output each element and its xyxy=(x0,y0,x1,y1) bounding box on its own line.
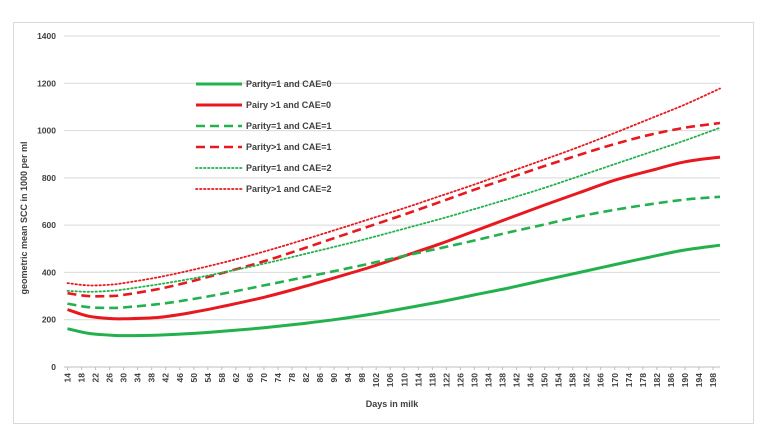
gridlines xyxy=(64,35,720,368)
y-tick-label: 800 xyxy=(42,173,56,183)
x-tick-label: 34 xyxy=(133,373,143,383)
x-tick-label: 150 xyxy=(540,373,550,387)
x-tick-label: 122 xyxy=(441,373,451,387)
y-tick-label: 1000 xyxy=(37,126,56,136)
legend-label-5: Parity=1 and CAE=2 xyxy=(246,163,332,173)
series-line-6 xyxy=(66,87,721,287)
x-tick-label: 86 xyxy=(315,373,325,383)
x-tick-label: 38 xyxy=(147,373,157,383)
x-tick-label: 174 xyxy=(624,373,634,387)
x-tick-label: 158 xyxy=(568,373,578,387)
x-tick-label: 134 xyxy=(483,373,493,387)
x-tick-label: 118 xyxy=(427,373,437,387)
x-tick-label: 170 xyxy=(610,373,620,387)
x-tick-label: 194 xyxy=(694,373,704,387)
x-tick-label: 138 xyxy=(498,373,508,387)
x-tick-label: 110 xyxy=(399,373,409,387)
legend-label-1: Parity=1 and CAE=0 xyxy=(246,79,332,89)
series-line-2 xyxy=(67,155,721,321)
x-tick-label: 58 xyxy=(217,373,227,383)
legend-label-6: Parity>1 and CAE=2 xyxy=(246,184,332,194)
legend-label-2: Pairy >1 and CAE=0 xyxy=(246,100,331,110)
x-tick-label: 162 xyxy=(582,373,592,387)
y-tick-label: 0 xyxy=(51,362,56,372)
x-tick-label: 66 xyxy=(245,373,255,383)
x-tick-label: 190 xyxy=(680,373,690,387)
x-tick-label: 14 xyxy=(63,373,73,383)
x-tick-label: 102 xyxy=(371,373,381,387)
series-line-3 xyxy=(67,195,721,310)
legend-label-3: Parity=1 and CAE=1 xyxy=(246,121,332,131)
y-tick-label: 1400 xyxy=(37,31,56,41)
x-tick-label: 166 xyxy=(596,373,606,387)
x-tick-label: 70 xyxy=(259,373,269,383)
y-axis-ticks: 0 200 400 600 800 1000 1200 1400 xyxy=(37,31,56,372)
x-tick-label: 142 xyxy=(512,373,522,387)
x-tick-label: 106 xyxy=(385,373,395,387)
x-tick-label: 186 xyxy=(666,373,676,387)
x-tick-label: 50 xyxy=(189,373,199,383)
x-tick-label: 74 xyxy=(273,373,283,383)
x-tick-label: 130 xyxy=(469,373,479,387)
x-tick-label: 178 xyxy=(638,373,648,387)
y-tick-label: 600 xyxy=(42,220,56,230)
x-tick-label: 98 xyxy=(357,373,367,383)
x-axis-title: Days in milk xyxy=(366,399,420,409)
x-tick-label: 82 xyxy=(301,373,311,383)
legend-label-4: Parity>1 and CAE=1 xyxy=(246,142,332,152)
series-line-4 xyxy=(67,121,721,298)
x-tick-label: 42 xyxy=(161,373,171,383)
x-tick-label: 46 xyxy=(175,373,185,383)
x-tick-label: 182 xyxy=(652,373,662,387)
x-tick-label: 94 xyxy=(343,373,353,383)
series-lines xyxy=(66,87,721,338)
x-tick-label: 54 xyxy=(203,373,213,383)
x-tick-label: 154 xyxy=(554,373,564,387)
y-axis-title: geometric mean SCC in 1000 per ml xyxy=(19,141,29,294)
x-tick-label: 18 xyxy=(77,373,87,383)
series-line-1 xyxy=(67,243,721,338)
y-tick-label: 400 xyxy=(42,267,56,277)
x-tick-label: 146 xyxy=(526,373,536,387)
x-tick-label: 30 xyxy=(119,373,129,383)
x-tick-label: 126 xyxy=(455,373,465,387)
x-tick-label: 62 xyxy=(231,373,241,383)
x-axis-ticks: 14 18 22 26 30 34 38 42 46 50 54 58 62 66 70 74 78 82 86 90… xyxy=(63,367,718,387)
x-tick-label: 114 xyxy=(413,373,423,387)
x-tick-label: 78 xyxy=(287,373,297,383)
x-tick-label: 22 xyxy=(91,373,101,383)
y-tick-label: 1200 xyxy=(37,78,56,88)
x-tick-label: 90 xyxy=(329,373,339,383)
x-tick-label: 26 xyxy=(105,373,115,383)
legend: Parity=1 and CAE=0 Pairy >1 and CAE=0 Pari… xyxy=(195,79,332,194)
chart-frame xyxy=(13,22,754,424)
y-tick-label: 200 xyxy=(42,315,56,325)
x-tick-label: 198 xyxy=(708,373,718,387)
series-line-5 xyxy=(66,126,721,293)
